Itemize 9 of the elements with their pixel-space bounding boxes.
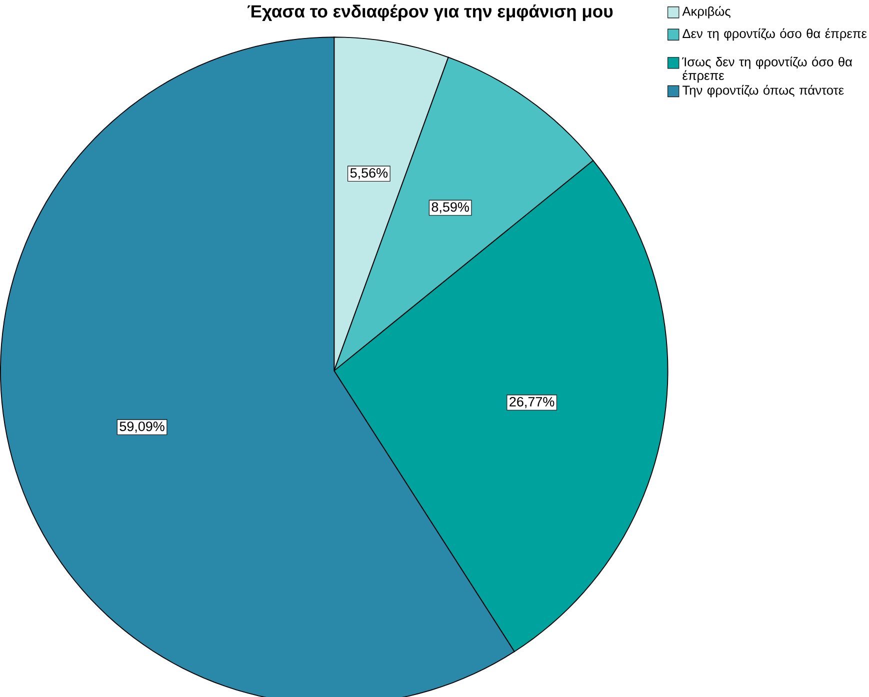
- legend-label: Ακριβώς: [682, 6, 730, 18]
- chart-title: Έχασα το ενδιαφέρον για την εμφάνιση μου: [247, 4, 613, 21]
- data-label: 5,56%: [350, 168, 388, 180]
- legend-label: Την φροντίζω όπως πάντοτε: [682, 84, 844, 98]
- data-label: 59,09%: [120, 421, 164, 433]
- legend-label: Ίσως δεν τη φροντίζω όσο θα έπρεπε: [682, 56, 852, 82]
- data-label: 8,59%: [432, 202, 469, 214]
- data-label: 26,77%: [510, 396, 554, 408]
- legend-label: Δεν τη φροντίζω όσο θα έπρεπε: [682, 28, 867, 40]
